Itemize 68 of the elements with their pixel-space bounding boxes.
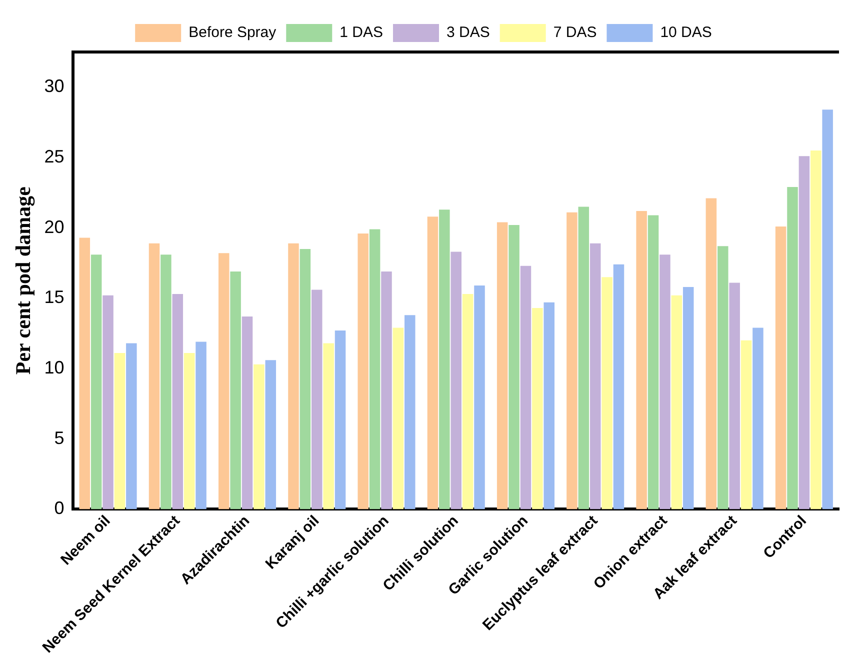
bar <box>358 233 368 510</box>
bar <box>810 150 822 510</box>
bar <box>172 294 184 510</box>
bar <box>520 266 532 510</box>
bar <box>798 156 810 510</box>
bar <box>79 238 90 510</box>
bar <box>450 252 462 510</box>
bar <box>265 360 276 510</box>
bar <box>114 353 126 510</box>
bar <box>508 225 520 510</box>
legend-label: Before Spray <box>188 24 277 42</box>
bar <box>427 216 438 510</box>
bar <box>544 302 554 510</box>
bar <box>288 243 299 510</box>
bar <box>300 248 311 510</box>
bar <box>740 340 752 510</box>
bar <box>590 243 601 510</box>
legend-label: 1 DAS <box>340 24 384 42</box>
bar <box>602 277 612 510</box>
bar <box>648 215 659 510</box>
bar <box>369 229 380 510</box>
bar <box>660 254 670 510</box>
bar <box>184 353 195 510</box>
bar <box>613 264 624 510</box>
bar <box>196 342 206 510</box>
bar <box>312 290 322 510</box>
bar <box>148 243 160 510</box>
bar <box>787 187 798 510</box>
bar <box>462 294 474 510</box>
bar <box>532 308 543 510</box>
bar <box>334 330 346 510</box>
legend-label: 7 DAS <box>553 24 597 42</box>
bar <box>566 212 578 510</box>
bar <box>230 271 241 510</box>
bar <box>126 343 137 510</box>
bar <box>474 286 485 510</box>
y-tick-label: 25 <box>44 146 64 166</box>
y-tick-label: 30 <box>44 76 64 96</box>
bar <box>218 253 230 510</box>
bar <box>718 246 728 510</box>
bar <box>775 226 786 510</box>
bar <box>682 286 694 510</box>
y-tick-label: 0 <box>54 498 64 518</box>
bar <box>160 254 172 510</box>
bar <box>323 343 334 510</box>
bar <box>404 315 416 510</box>
legend-label: 3 DAS <box>446 24 490 42</box>
bar <box>242 316 253 510</box>
bar <box>102 295 114 510</box>
bar <box>671 295 682 510</box>
bar <box>729 282 740 510</box>
bar <box>822 110 833 510</box>
bar <box>90 254 102 510</box>
y-tick-label: 15 <box>44 287 64 308</box>
bar <box>381 271 392 510</box>
bar <box>578 206 590 510</box>
y-tick-label: 5 <box>54 428 64 448</box>
y-tick-label: 10 <box>44 358 64 378</box>
y-axis-title: Per cent pod damage <box>11 186 36 375</box>
bar <box>392 328 404 510</box>
y-tick-label: 20 <box>44 216 64 237</box>
bar <box>636 210 647 510</box>
bar <box>439 210 450 510</box>
bar <box>496 222 508 510</box>
legend-label: 10 DAS <box>660 24 712 42</box>
bar <box>254 364 264 510</box>
bar <box>752 328 764 510</box>
bar <box>706 198 717 510</box>
